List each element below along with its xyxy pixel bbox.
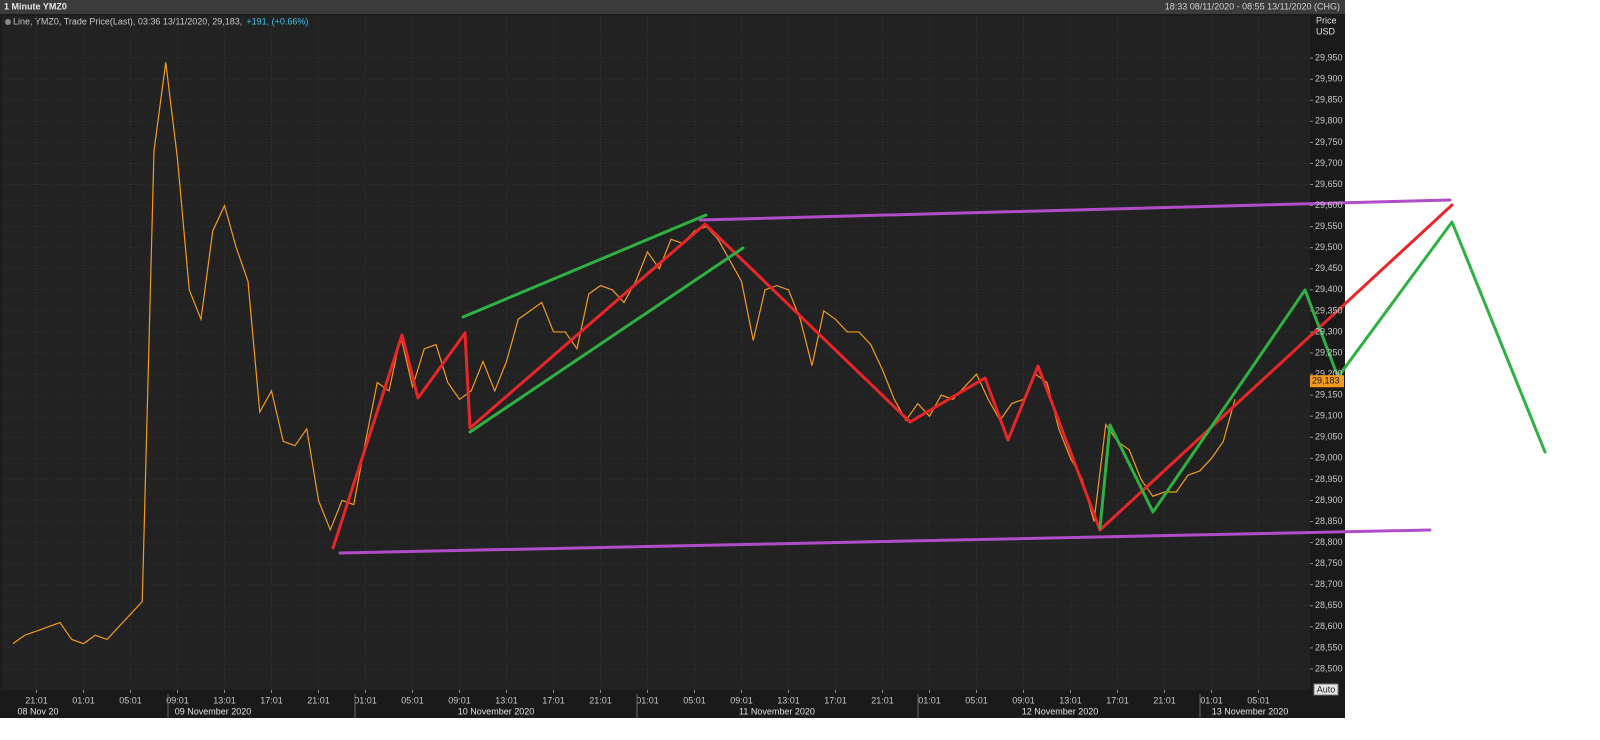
y-tick-label: 28,750 — [1315, 558, 1343, 568]
y-tick-label: 28,800 — [1315, 537, 1343, 547]
date-label: 08 Nov 20 — [17, 706, 58, 716]
x-tick-label: 05:01 — [119, 695, 142, 705]
y-tick-label: 29,950 — [1315, 53, 1343, 63]
y-tick-label: 29,750 — [1315, 137, 1343, 147]
green-channel-top — [461, 213, 708, 319]
date-label: 10 November 2020 — [458, 706, 535, 716]
y-axis-unit: USD — [1316, 26, 1336, 36]
x-axis-area — [0, 690, 1345, 718]
x-tick-label: 05:01 — [965, 695, 988, 705]
date-label: 11 November 2020 — [739, 706, 815, 716]
axes: 28,500 28,550 28,600 28,650 28,700 28,750 28,8… — [17, 53, 1344, 718]
y-tick-label: 29,250 — [1315, 347, 1343, 357]
y-axis-label: Price — [1316, 15, 1337, 25]
resistance-line — [698, 198, 1452, 222]
chart-title: 1 Minute YMZ0 — [4, 1, 67, 11]
x-tick-label: 01:01 — [1200, 695, 1223, 705]
red-trend — [331, 203, 1454, 550]
y-tick-label: 29,550 — [1315, 221, 1343, 231]
y-tick-label: 29,350 — [1315, 305, 1343, 315]
date-label: 12 November 2020 — [1022, 706, 1099, 716]
y-tick-label: 29,500 — [1315, 242, 1343, 252]
y-tick-label: 28,550 — [1315, 642, 1343, 652]
y-tick-label: 29,100 — [1315, 411, 1343, 421]
x-tick-label: 13:01 — [777, 695, 800, 705]
x-tick-label: 09:01 — [448, 695, 471, 705]
y-tick-label: 28,700 — [1315, 579, 1343, 589]
x-tick-label: 01:01 — [354, 695, 377, 705]
y-tick-label: 29,700 — [1315, 158, 1343, 168]
y-tick-label: 29,800 — [1315, 116, 1343, 126]
y-tick-label: 29,200 — [1315, 368, 1343, 378]
y-tick-label: 29,850 — [1315, 95, 1343, 105]
x-tick-label: 05:01 — [401, 695, 424, 705]
legend-change: +191, (+0.66%) — [246, 16, 308, 26]
y-tick-label: 28,650 — [1315, 600, 1343, 610]
x-tick-label: 01:01 — [636, 695, 659, 705]
y-tick-label: 28,900 — [1315, 495, 1343, 505]
x-tick-label: 13:01 — [1059, 695, 1082, 705]
x-tick-label: 17:01 — [260, 695, 283, 705]
auto-button[interactable] — [1313, 683, 1339, 696]
x-tick-label: 17:01 — [542, 695, 565, 705]
y-tick-label: 29,900 — [1315, 74, 1343, 84]
x-tick-label: 21:01 — [25, 695, 48, 705]
x-tick-label: 01:01 — [72, 695, 95, 705]
date-label: 09 November 2020 — [175, 706, 252, 716]
legend-icon — [5, 19, 11, 25]
x-tick-label: 05:01 — [1247, 695, 1270, 705]
x-tick-label: 09:01 — [166, 695, 189, 705]
last-value-tag — [1310, 375, 1344, 388]
x-tick-label: 09:01 — [1012, 695, 1035, 705]
auto-button-label[interactable]: Auto — [1317, 684, 1336, 694]
range-label: 18:33 08/11/2020 - 08:55 13/11/2020 (CHG… — [1165, 1, 1340, 11]
x-tick-label: 01:01 — [918, 695, 941, 705]
y-tick-label: 29,650 — [1315, 179, 1343, 189]
y-tick-label: 29,400 — [1315, 284, 1343, 294]
x-tick-label: 09:01 — [730, 695, 753, 705]
legend-entry: Line, YMZ0, Trade Price(Last), 03:36 13/… — [13, 16, 242, 26]
grid — [2, 16, 1310, 690]
x-tick-label: 21:01 — [871, 695, 894, 705]
y-tick-label: 29,050 — [1315, 432, 1343, 442]
y-tick-label: 28,850 — [1315, 516, 1343, 526]
date-label: 13 November 2020 — [1212, 706, 1289, 716]
x-tick-label: 21:01 — [307, 695, 330, 705]
y-tick-label: 29,600 — [1315, 200, 1343, 210]
x-tick-label: 13:01 — [495, 695, 518, 705]
y-tick-label: 29,450 — [1315, 263, 1343, 273]
x-tick-label: 13:01 — [213, 695, 236, 705]
x-tick-label: 05:01 — [683, 695, 706, 705]
green-projection — [1098, 220, 1547, 530]
y-tick-label: 29,150 — [1315, 390, 1343, 400]
support-line — [338, 528, 1432, 555]
title-bar — [0, 0, 1345, 14]
green-channel-bottom — [468, 246, 745, 434]
y-tick-label: 28,950 — [1315, 474, 1343, 484]
y-tick-label: 28,600 — [1315, 621, 1343, 631]
x-tick-label: 21:01 — [589, 695, 612, 705]
x-tick-label: 21:01 — [1153, 695, 1176, 705]
y-tick-label: 29,300 — [1315, 326, 1343, 336]
y-tick-label: 29,000 — [1315, 453, 1343, 463]
x-tick-label: 17:01 — [1106, 695, 1129, 705]
y-tick-label: 28,500 — [1315, 663, 1343, 673]
last-value-label: 29,183 — [1312, 376, 1340, 386]
annotations — [331, 198, 1547, 555]
x-tick-label: 17:01 — [824, 695, 847, 705]
